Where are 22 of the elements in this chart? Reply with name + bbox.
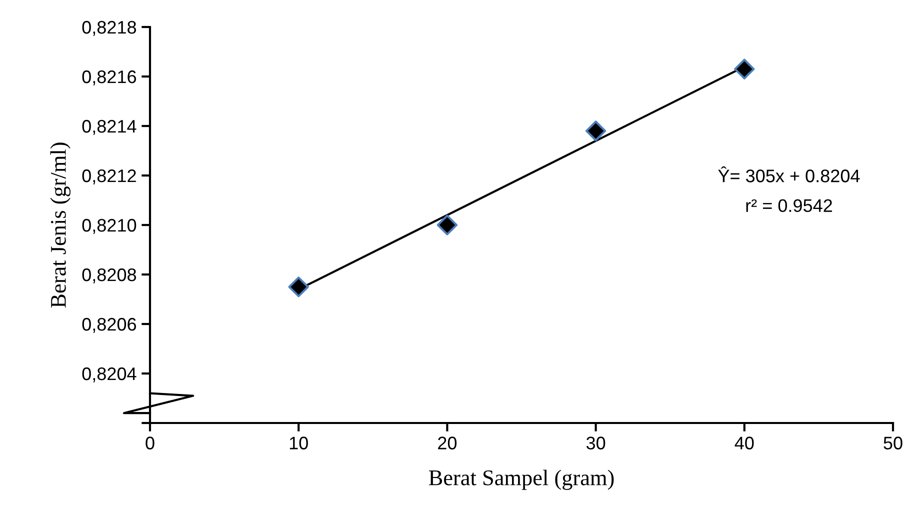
x-tick-label: 50 bbox=[884, 436, 902, 450]
x-tick-label: 10 bbox=[290, 436, 308, 450]
y-tick-label: 0,8214 bbox=[82, 120, 136, 135]
y-tick-label: 0,8204 bbox=[82, 367, 136, 382]
y-tick-label: 0,8216 bbox=[82, 70, 136, 86]
y-tick-label: 0,8208 bbox=[82, 268, 136, 284]
y-tick-label: 0,8210 bbox=[82, 218, 136, 234]
point bbox=[436, 214, 458, 236]
x-tick-label: 0 bbox=[146, 436, 154, 450]
x-axis-title: Berat Sampel (gram) bbox=[428, 470, 614, 490]
x-tick-label: 30 bbox=[586, 436, 606, 450]
x-tick-label: 40 bbox=[734, 436, 754, 450]
y-tick-label: 0,8212 bbox=[82, 169, 136, 184]
point bbox=[585, 120, 606, 142]
annotation: Ŷ= 305x + 0.8204 bbox=[718, 166, 860, 182]
y-axis-title: Berat Jenis (gr/ml) bbox=[50, 142, 70, 308]
annotation: r² = 0.9542 bbox=[746, 199, 832, 212]
point bbox=[734, 58, 755, 80]
y-tick-label: 0,8206 bbox=[82, 318, 136, 333]
point bbox=[288, 276, 309, 298]
y-tick-label: 0,8218 bbox=[82, 20, 136, 36]
x-tick-label: 20 bbox=[438, 436, 457, 450]
